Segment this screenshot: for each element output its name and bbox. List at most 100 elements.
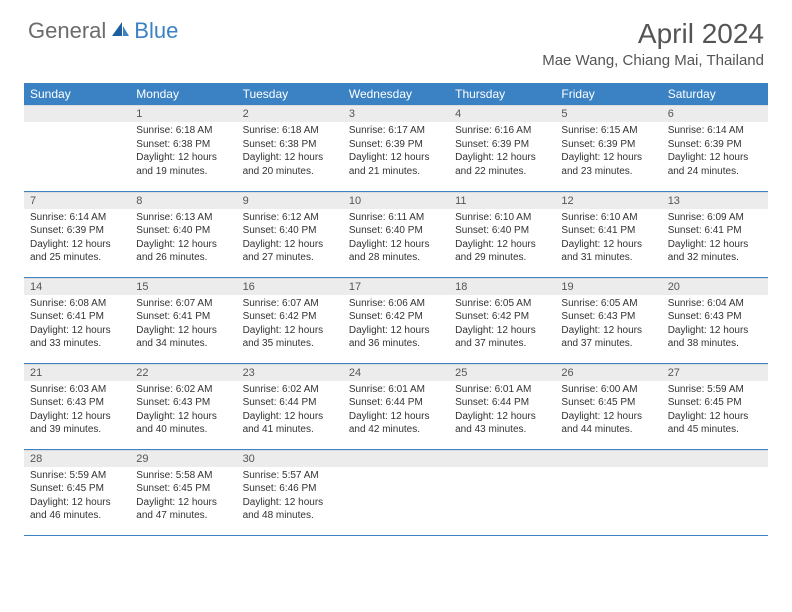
calendar-cell: 28Sunrise: 5:59 AMSunset: 6:45 PMDayligh… [24,449,130,535]
day-number: 8 [130,192,236,209]
sunrise-text: Sunrise: 6:05 AM [561,297,655,311]
sunrise-text: Sunrise: 6:04 AM [668,297,762,311]
sunrise-text: Sunrise: 6:12 AM [243,211,337,225]
daylight-text: Daylight: 12 hours and 40 minutes. [136,410,230,437]
daylight-text: Daylight: 12 hours and 24 minutes. [668,151,762,178]
day-number [449,450,555,467]
daylight-text: Daylight: 12 hours and 22 minutes. [455,151,549,178]
weekday-header: Thursday [449,83,555,105]
day-number: 21 [24,364,130,381]
cell-body: Sunrise: 6:02 AMSunset: 6:44 PMDaylight:… [237,381,343,439]
daylight-text: Daylight: 12 hours and 44 minutes. [561,410,655,437]
weekday-header: Tuesday [237,83,343,105]
calendar-cell: 27 Sunrise: 5:59 AMSunset: 6:45 PMDayligh… [662,363,768,449]
daylight-text: Daylight: 12 hours and 26 minutes. [136,238,230,265]
calendar-cell: 19Sunrise: 6:05 AMSunset: 6:43 PMDayligh… [555,277,661,363]
calendar-week-row: 21Sunrise: 6:03 AMSunset: 6:43 PMDayligh… [24,363,768,449]
calendar-cell: 20Sunrise: 6:04 AMSunset: 6:43 PMDayligh… [662,277,768,363]
calendar-cell [24,105,130,191]
day-number [343,450,449,467]
daylight-text: Daylight: 12 hours and 45 minutes. [668,410,762,437]
sunset-text: Sunset: 6:43 PM [136,396,230,410]
weekday-header: Wednesday [343,83,449,105]
day-number: 7 [24,192,130,209]
sunrise-text: Sunrise: 6:15 AM [561,124,655,138]
cell-body: Sunrise: 6:17 AMSunset: 6:39 PMDaylight:… [343,122,449,180]
calendar-cell: 13Sunrise: 6:09 AMSunset: 6:41 PMDayligh… [662,191,768,277]
calendar-cell: 10Sunrise: 6:11 AMSunset: 6:40 PMDayligh… [343,191,449,277]
sunrise-text: Sunrise: 6:14 AM [30,211,124,225]
cell-body: Sunrise: 6:11 AMSunset: 6:40 PMDaylight:… [343,209,449,267]
day-number: 14 [24,278,130,295]
day-number: 26 [555,364,661,381]
sunrise-text: Sunrise: 6:07 AM [136,297,230,311]
title-block: April 2024 Mae Wang, Chiang Mai, Thailan… [542,18,764,69]
cell-body: Sunrise: 5:59 AMSunset: 6:45 PMDaylight:… [24,467,130,525]
calendar-cell: 17Sunrise: 6:06 AMSunset: 6:42 PMDayligh… [343,277,449,363]
sunrise-text: Sunrise: 5:59 AM [30,469,124,483]
daylight-text: Daylight: 12 hours and 23 minutes. [561,151,655,178]
calendar-cell: 4Sunrise: 6:16 AMSunset: 6:39 PMDaylight… [449,105,555,191]
day-number: 30 [237,450,343,467]
sunrise-text: Sunrise: 6:06 AM [349,297,443,311]
sunset-text: Sunset: 6:44 PM [455,396,549,410]
cell-body: Sunrise: 6:12 AMSunset: 6:40 PMDaylight:… [237,209,343,267]
daylight-text: Daylight: 12 hours and 47 minutes. [136,496,230,523]
day-number: 5 [555,105,661,122]
calendar-cell: 26Sunrise: 6:00 AMSunset: 6:45 PMDayligh… [555,363,661,449]
sunset-text: Sunset: 6:43 PM [668,310,762,324]
calendar-week-row: 7Sunrise: 6:14 AMSunset: 6:39 PMDaylight… [24,191,768,277]
sunrise-text: Sunrise: 6:02 AM [243,383,337,397]
sunrise-text: Sunrise: 6:16 AM [455,124,549,138]
logo-text-blue: Blue [134,18,178,44]
cell-body: Sunrise: 6:08 AMSunset: 6:41 PMDaylight:… [24,295,130,353]
sunset-text: Sunset: 6:41 PM [30,310,124,324]
cell-body: Sunrise: 6:14 AMSunset: 6:39 PMDaylight:… [24,209,130,267]
sunrise-text: Sunrise: 5:59 AM [668,383,762,397]
sunset-text: Sunset: 6:41 PM [668,224,762,238]
day-number: 6 [662,105,768,122]
day-number: 17 [343,278,449,295]
day-number: 18 [449,278,555,295]
day-number: 24 [343,364,449,381]
daylight-text: Daylight: 12 hours and 43 minutes. [455,410,549,437]
day-number: 20 [662,278,768,295]
daylight-text: Daylight: 12 hours and 27 minutes. [243,238,337,265]
cell-body: Sunrise: 6:01 AMSunset: 6:44 PMDaylight:… [449,381,555,439]
day-number: 1 [130,105,236,122]
daylight-text: Daylight: 12 hours and 32 minutes. [668,238,762,265]
sunset-text: Sunset: 6:42 PM [349,310,443,324]
daylight-text: Daylight: 12 hours and 41 minutes. [243,410,337,437]
calendar-week-row: 14Sunrise: 6:08 AMSunset: 6:41 PMDayligh… [24,277,768,363]
sunset-text: Sunset: 6:39 PM [30,224,124,238]
sunset-text: Sunset: 6:39 PM [455,138,549,152]
day-number: 23 [237,364,343,381]
sunset-text: Sunset: 6:45 PM [668,396,762,410]
daylight-text: Daylight: 12 hours and 29 minutes. [455,238,549,265]
sunset-text: Sunset: 6:41 PM [561,224,655,238]
day-number: 11 [449,192,555,209]
calendar-cell: 11Sunrise: 6:10 AMSunset: 6:40 PMDayligh… [449,191,555,277]
daylight-text: Daylight: 12 hours and 21 minutes. [349,151,443,178]
sunset-text: Sunset: 6:39 PM [561,138,655,152]
sunset-text: Sunset: 6:39 PM [349,138,443,152]
calendar-cell: 2Sunrise: 6:18 AMSunset: 6:38 PMDaylight… [237,105,343,191]
calendar-cell [555,449,661,535]
cell-body: Sunrise: 6:06 AMSunset: 6:42 PMDaylight:… [343,295,449,353]
cell-body: Sunrise: 5:57 AMSunset: 6:46 PMDaylight:… [237,467,343,525]
sunrise-text: Sunrise: 6:09 AM [668,211,762,225]
daylight-text: Daylight: 12 hours and 33 minutes. [30,324,124,351]
weekday-header: Friday [555,83,661,105]
daylight-text: Daylight: 12 hours and 39 minutes. [30,410,124,437]
sunrise-text: Sunrise: 6:08 AM [30,297,124,311]
sunset-text: Sunset: 6:46 PM [243,482,337,496]
cell-body: Sunrise: 6:04 AMSunset: 6:43 PMDaylight:… [662,295,768,353]
calendar-cell: 21Sunrise: 6:03 AMSunset: 6:43 PMDayligh… [24,363,130,449]
day-number [662,450,768,467]
sunrise-text: Sunrise: 6:17 AM [349,124,443,138]
sunrise-text: Sunrise: 6:02 AM [136,383,230,397]
daylight-text: Daylight: 12 hours and 42 minutes. [349,410,443,437]
weekday-header: Monday [130,83,236,105]
cell-body: Sunrise: 6:18 AMSunset: 6:38 PMDaylight:… [130,122,236,180]
day-number: 27 [662,364,768,381]
